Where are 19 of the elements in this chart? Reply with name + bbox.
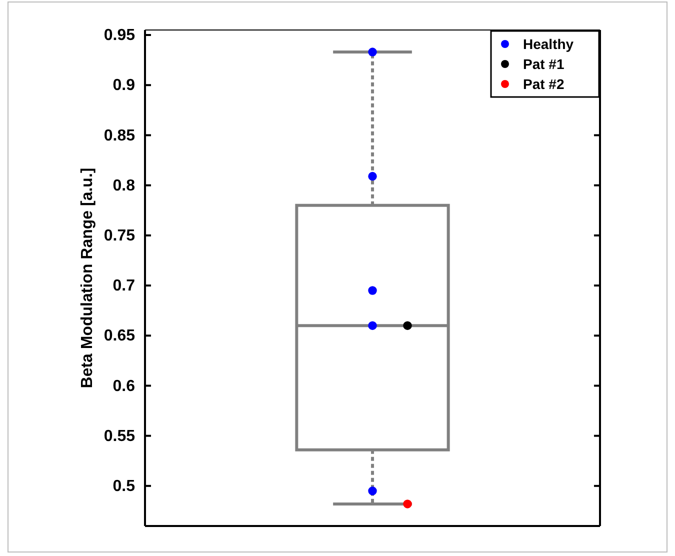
- legend-label: Pat #1: [523, 56, 564, 72]
- y-tick-label: 0.8: [112, 177, 136, 194]
- y-tick-label: 0.95: [104, 27, 136, 44]
- point: [368, 172, 377, 181]
- point: [368, 321, 377, 330]
- y-axis-title: Beta Modulation Range [a.u.]: [79, 168, 96, 388]
- y-tick-label: 0.7: [112, 278, 136, 295]
- point: [368, 486, 377, 496]
- point: [368, 48, 377, 56]
- y-tick-label: 0.85: [104, 127, 136, 144]
- y-tick-label: 0.6: [112, 378, 136, 395]
- legend-label: Healthy: [523, 36, 574, 52]
- y-tick-label: 0.55: [104, 428, 136, 445]
- y-tick-label: 0.75: [104, 228, 136, 245]
- legend-label: Pat #2: [523, 76, 564, 92]
- point: [368, 286, 377, 295]
- y-tick-label: 0.5: [112, 478, 136, 496]
- y-tick-label: 0.9: [112, 77, 136, 94]
- y-tick-label: 0.65: [104, 328, 136, 345]
